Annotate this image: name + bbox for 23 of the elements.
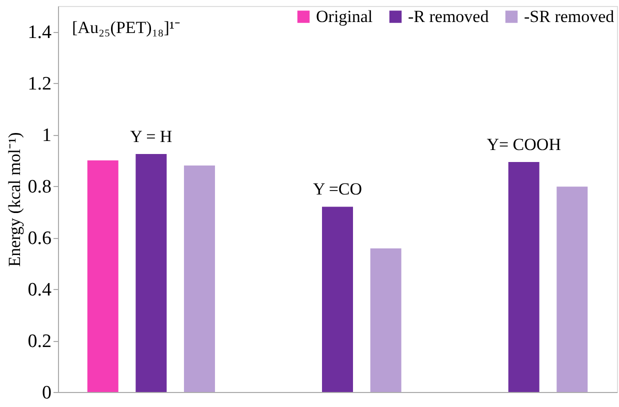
- y-tick-label: 0.6: [28, 228, 52, 250]
- y-tick-label: 1.2: [28, 74, 52, 95]
- annotation: Y= COOH: [486, 134, 561, 154]
- y-tick-label: 1.4: [28, 22, 52, 44]
- y-tick-label: 0.4: [28, 280, 52, 301]
- y-tick-label: 0: [42, 382, 52, 404]
- annotation: Y = H: [130, 126, 172, 146]
- y-tick-label: 0.2: [28, 331, 52, 352]
- legend-label: -R removed: [408, 6, 490, 26]
- bar: [184, 166, 215, 392]
- bar: [556, 186, 588, 392]
- y-tick-label: 0.8: [28, 176, 52, 198]
- legend-label: Original: [316, 6, 373, 26]
- bar: [370, 248, 402, 392]
- y-tick-label: 1: [42, 125, 52, 146]
- bar: [322, 206, 353, 392]
- bar: [508, 162, 540, 392]
- y-axis-title: Energy (kcal mol⁻¹): [4, 132, 24, 267]
- annotation: Y =CO: [312, 180, 362, 199]
- legend-label: -SR removed: [524, 6, 615, 26]
- bar: [87, 160, 118, 392]
- bar: [136, 154, 167, 392]
- annotation: [Au₂₅(PET)₁₈]¹⁻: [72, 18, 180, 37]
